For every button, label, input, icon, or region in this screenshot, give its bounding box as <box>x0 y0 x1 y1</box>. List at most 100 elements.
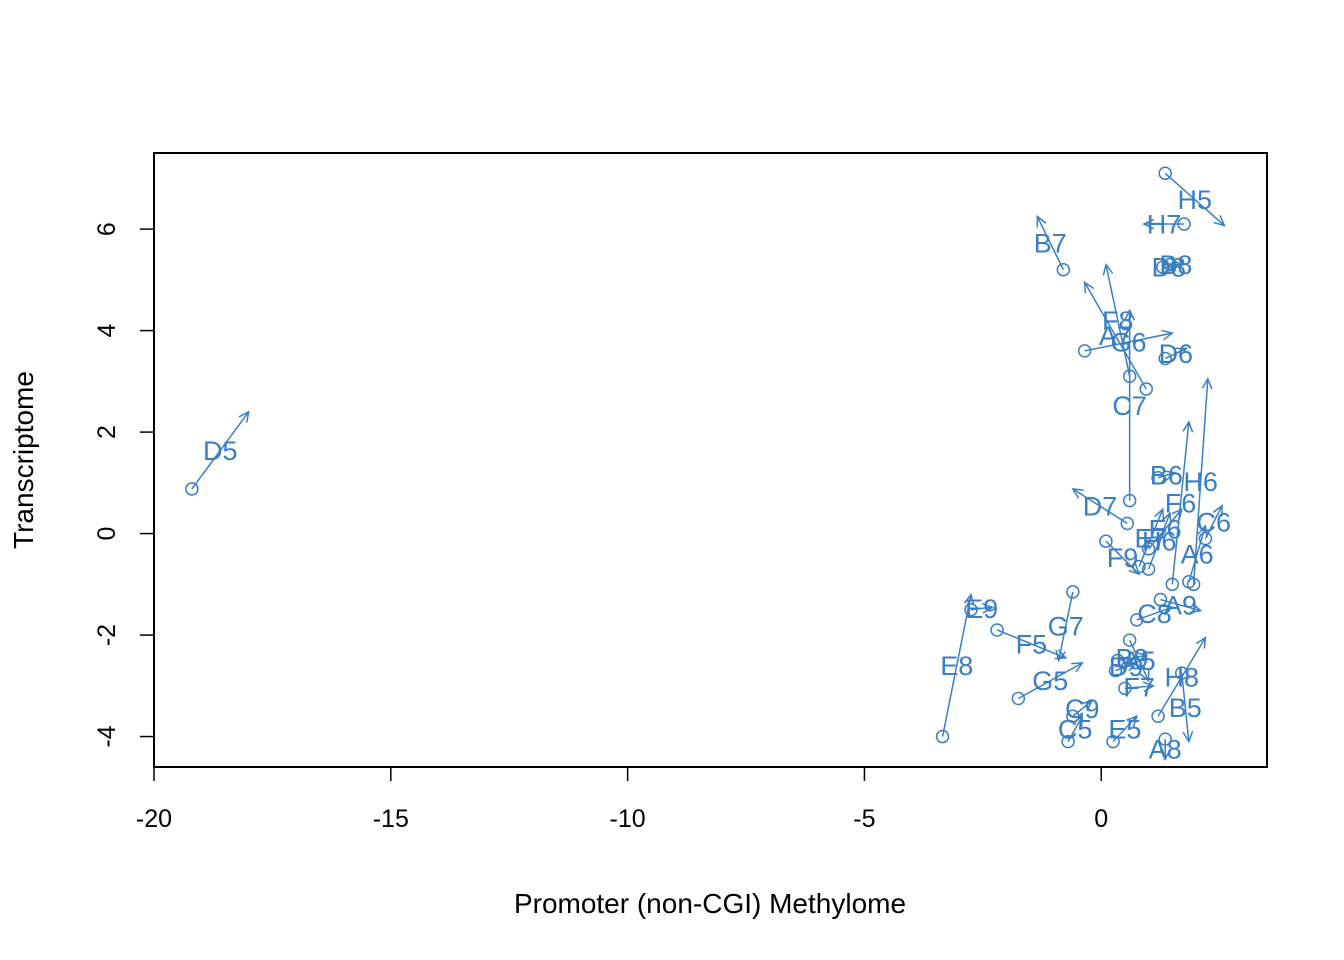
sample-arrow <box>1084 332 1173 352</box>
sample-label: F9 <box>1107 543 1139 573</box>
sample-arrow <box>1192 378 1209 585</box>
x-axis-title: Promoter (non-CGI) Methylome <box>514 888 906 919</box>
sample-point <box>1151 471 1165 485</box>
sample-point <box>185 482 199 496</box>
sample-point <box>1108 663 1123 678</box>
sample-arrow <box>1160 598 1201 612</box>
sample-arrowhead <box>1182 731 1194 744</box>
sample-arrow <box>1057 591 1074 661</box>
sample-arrowhead <box>1171 507 1183 521</box>
sample-label: E5 <box>1108 714 1141 744</box>
sample-label: F7 <box>1123 673 1155 703</box>
sample-point <box>1158 351 1172 366</box>
sample-arrowhead <box>1128 563 1141 576</box>
y-tick-label: 0 <box>93 527 121 541</box>
sample-arrow <box>1067 715 1083 742</box>
sample-point <box>1141 562 1156 576</box>
sample-arrow <box>1105 264 1131 377</box>
sample-arrowhead <box>1124 308 1136 321</box>
sample-label: E6 <box>1149 514 1182 544</box>
sample-arrow <box>1181 673 1190 742</box>
sample-arrow <box>1084 282 1147 390</box>
sample-arrow <box>1188 525 1207 582</box>
sample-arrowhead <box>1161 511 1172 525</box>
sample-arrow <box>1036 216 1065 271</box>
sample-arrowhead <box>1055 649 1066 663</box>
sample-arrow <box>1157 471 1175 479</box>
sample-label: E7 <box>1134 523 1167 553</box>
sample-arrow <box>941 594 972 737</box>
sample-label: H6 <box>1142 527 1177 557</box>
sample-label: C7 <box>1112 391 1147 421</box>
sample-arrowhead <box>1154 507 1165 521</box>
sample-arrow <box>996 629 1066 659</box>
sample-label: D5 <box>203 436 238 466</box>
sample-point <box>1011 691 1026 706</box>
sample-point <box>1106 734 1120 749</box>
x-tick-label: -20 <box>136 805 172 833</box>
sample-arrowhead <box>1036 214 1047 228</box>
sample-label: B7 <box>1034 229 1067 259</box>
sample-label: H7 <box>1147 209 1182 239</box>
sample-label: D7 <box>1083 492 1118 522</box>
sample-point <box>1158 166 1172 181</box>
sample-arrow <box>1147 513 1171 570</box>
sample-arrowhead <box>1139 669 1150 683</box>
sample-arrow <box>1148 508 1183 550</box>
sample-label: E9 <box>965 594 998 624</box>
sample-arrow <box>1136 606 1173 621</box>
y-tick-label: 6 <box>93 222 121 236</box>
sample-arrowhead <box>1135 651 1148 663</box>
sample-label: B8 <box>1159 250 1192 280</box>
sample-point <box>1130 613 1144 627</box>
sample-label: A8 <box>1149 735 1182 765</box>
sample-arrow <box>1117 654 1147 662</box>
sample-arrowhead <box>1072 714 1084 728</box>
sample-arrowhead <box>1083 280 1095 294</box>
sample-point <box>1151 709 1165 724</box>
sample-arrow <box>1164 172 1225 227</box>
sample-arrow <box>1115 662 1138 672</box>
x-tick-label: 0 <box>1094 805 1108 833</box>
y-tick-label: 4 <box>93 324 121 338</box>
sample-arrowhead <box>1161 605 1174 616</box>
sample-arrowhead <box>981 602 995 614</box>
sample-arrowhead <box>1161 329 1174 341</box>
sample-point <box>1139 382 1153 396</box>
sample-arrow <box>1204 505 1223 539</box>
sample-label: C6 <box>1196 508 1231 538</box>
sample-point <box>1099 534 1113 548</box>
sample-label: D6 <box>1159 339 1194 369</box>
x-axis: -20 -15 -10 -5 0 <box>136 766 1108 833</box>
sample-arrowhead <box>238 410 250 423</box>
y-tick-label: -2 <box>93 624 121 646</box>
sample-arrowhead <box>1159 749 1171 762</box>
sample-point <box>1120 516 1135 531</box>
sample-arrow <box>1164 347 1187 360</box>
sample-point <box>1061 734 1075 749</box>
y-tick-label: -4 <box>93 725 121 747</box>
sample-point <box>1056 262 1071 277</box>
sample-arrow <box>1017 662 1083 700</box>
sample-arrowhead <box>1195 636 1207 649</box>
sample-label: H6 <box>1183 467 1218 497</box>
sample-arrow <box>1112 715 1138 743</box>
sample-arrow <box>970 606 993 611</box>
sample-arrow <box>1157 637 1207 717</box>
sample-arrowhead <box>1071 662 1084 673</box>
x-tick-label: -5 <box>853 805 875 833</box>
sample-label: F5 <box>1016 629 1048 659</box>
sample-arrow <box>191 411 250 490</box>
sample-label: D8 <box>1151 253 1186 283</box>
sample-arrowhead <box>1080 699 1094 712</box>
y-axis-title: Transcriptome <box>8 371 39 549</box>
sample-arrowhead <box>1213 215 1226 227</box>
sample-arrowhead <box>963 592 975 606</box>
sample-point <box>1066 709 1080 724</box>
sample-arrowhead <box>1142 218 1155 230</box>
sample-arrowhead <box>1164 261 1177 273</box>
sample-arrowhead <box>1201 377 1213 390</box>
